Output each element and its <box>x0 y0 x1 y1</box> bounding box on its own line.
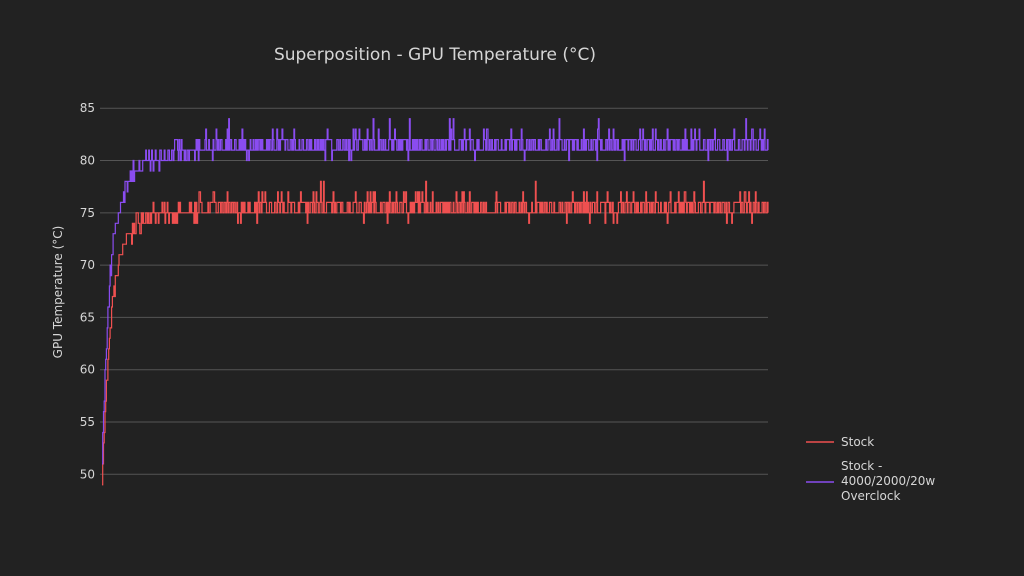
y-tick-75: 75 <box>80 206 95 220</box>
y-tick-labels: 50 55 60 65 70 75 80 85 <box>80 101 95 481</box>
y-tick-65: 65 <box>80 310 95 324</box>
legend-item-overclock[interactable]: Stock -4000/2000/20w Overclock <box>806 459 935 503</box>
y-tick-85: 85 <box>80 101 95 115</box>
y-tick-50: 50 <box>80 467 95 481</box>
y-tick-60: 60 <box>80 363 95 377</box>
y-tick-80: 80 <box>80 154 95 168</box>
y-tick-55: 55 <box>80 415 95 429</box>
legend-item-stock[interactable]: Stock <box>806 435 874 449</box>
series-line-stock <box>102 180 769 486</box>
y-axis-label: GPU Temperature (°C) <box>51 226 65 359</box>
legend[interactable]: Stock Stock -4000/2000/20w Overclock <box>806 435 935 503</box>
chart-title: Superposition - GPU Temperature (°C) <box>274 45 596 65</box>
series-line-overclock <box>102 118 769 465</box>
series-layer <box>102 118 769 486</box>
grid-layer <box>100 107 768 475</box>
legend-label-overclock: Stock -4000/2000/20w Overclock <box>841 459 935 503</box>
y-tick-70: 70 <box>80 258 95 272</box>
legend-label-stock: Stock <box>841 435 874 449</box>
